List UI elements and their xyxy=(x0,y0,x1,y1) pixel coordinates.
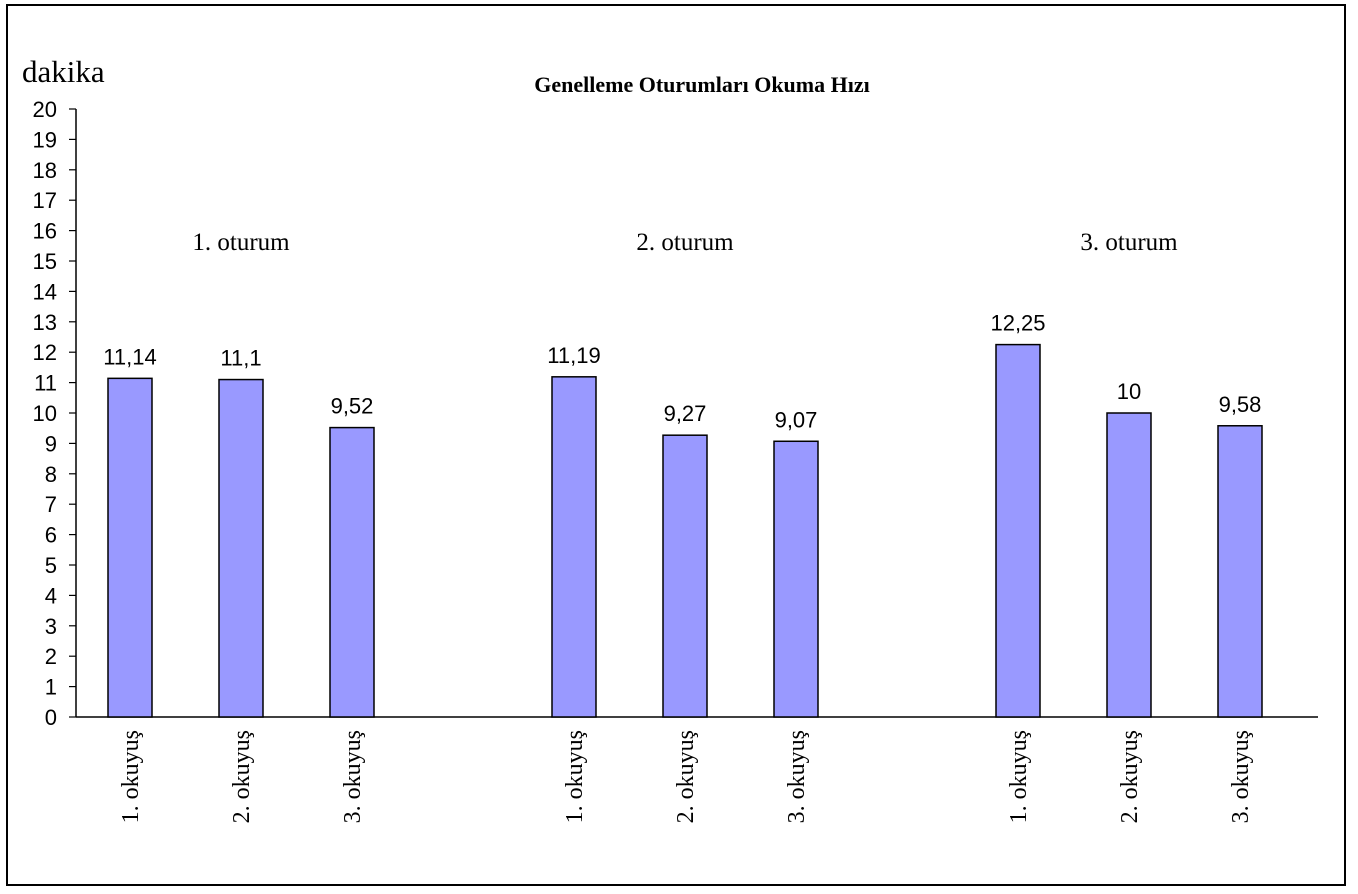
x-tick-label: 2. okuyuş xyxy=(229,730,255,823)
group-label: 2. oturum xyxy=(636,229,734,256)
x-tick-label: 3. okuyuş xyxy=(1228,730,1254,823)
y-tick-label: 4 xyxy=(45,583,57,608)
data-label: 9,58 xyxy=(1219,392,1262,417)
x-tick-label: 1. okuyuş xyxy=(1006,730,1032,823)
bar xyxy=(107,377,153,718)
bar xyxy=(218,378,264,718)
data-label: 11,1 xyxy=(220,346,261,371)
y-tick-label: 5 xyxy=(45,553,57,578)
group-labels: 1. oturum 2. oturum 3. oturum xyxy=(192,229,1178,256)
y-tick-label: 10 xyxy=(33,401,57,426)
y-axis-label: dakika xyxy=(22,54,105,89)
x-tick-label: 3. okuyuş xyxy=(340,730,366,823)
bar xyxy=(1217,425,1263,718)
x-tick-label: 2. okuyuş xyxy=(1117,730,1143,823)
group-label: 3. oturum xyxy=(1080,229,1178,256)
y-tick-label: 15 xyxy=(33,249,57,274)
data-label: 9,27 xyxy=(664,401,707,426)
bar xyxy=(551,376,597,718)
y-tick-label: 17 xyxy=(33,188,57,213)
bar xyxy=(995,343,1041,718)
y-tick-label: 13 xyxy=(33,310,57,335)
data-label: 11,14 xyxy=(103,344,156,369)
y-tick-label: 18 xyxy=(33,158,57,183)
y-tick-label: 12 xyxy=(33,340,57,365)
bar xyxy=(662,434,708,718)
y-tick-label: 1 xyxy=(45,675,57,700)
y-tick-label: 8 xyxy=(45,462,57,487)
y-tick-label: 16 xyxy=(33,219,57,244)
y-tick-label: 0 xyxy=(45,705,57,730)
x-tick-label: 2. okuyuş xyxy=(673,730,699,823)
bars xyxy=(107,343,1263,718)
y-tick-label: 6 xyxy=(45,523,57,548)
value-labels: 11,14 11,1 9,52 11,19 9,27 9,07 12,25 10 9,58 xyxy=(103,311,1261,433)
y-tick-label: 11 xyxy=(34,371,57,396)
data-label: 10 xyxy=(1117,379,1141,404)
data-label: 9,07 xyxy=(775,407,818,432)
data-label: 12,25 xyxy=(990,311,1045,336)
data-label: 9,52 xyxy=(331,394,374,419)
y-tick-label: 9 xyxy=(45,431,57,456)
y-tick-label: 7 xyxy=(45,492,57,517)
x-tick-label: 1. okuyuş xyxy=(562,730,588,823)
chart-title: Genelleme Oturumları Okuma Hızı xyxy=(534,72,869,97)
y-tick-label: 19 xyxy=(33,127,57,152)
y-tick-label: 20 xyxy=(33,97,57,122)
bar xyxy=(1106,412,1152,718)
x-tick-label: 3. okuyuş xyxy=(784,730,810,823)
y-tick-label: 2 xyxy=(45,644,57,669)
group-label: 1. oturum xyxy=(192,229,290,256)
x-tick-label: 1. okuyuş xyxy=(118,730,144,823)
bar xyxy=(329,426,375,718)
x-axis-category-labels: 1. okuyuş 2. okuyuş 3. okuyuş 1. okuyuş 2. o… xyxy=(118,730,1254,823)
y-tick-label: 14 xyxy=(33,279,57,304)
bar xyxy=(773,440,819,718)
y-tick-label: 3 xyxy=(45,614,57,639)
data-label: 11,19 xyxy=(547,343,600,368)
